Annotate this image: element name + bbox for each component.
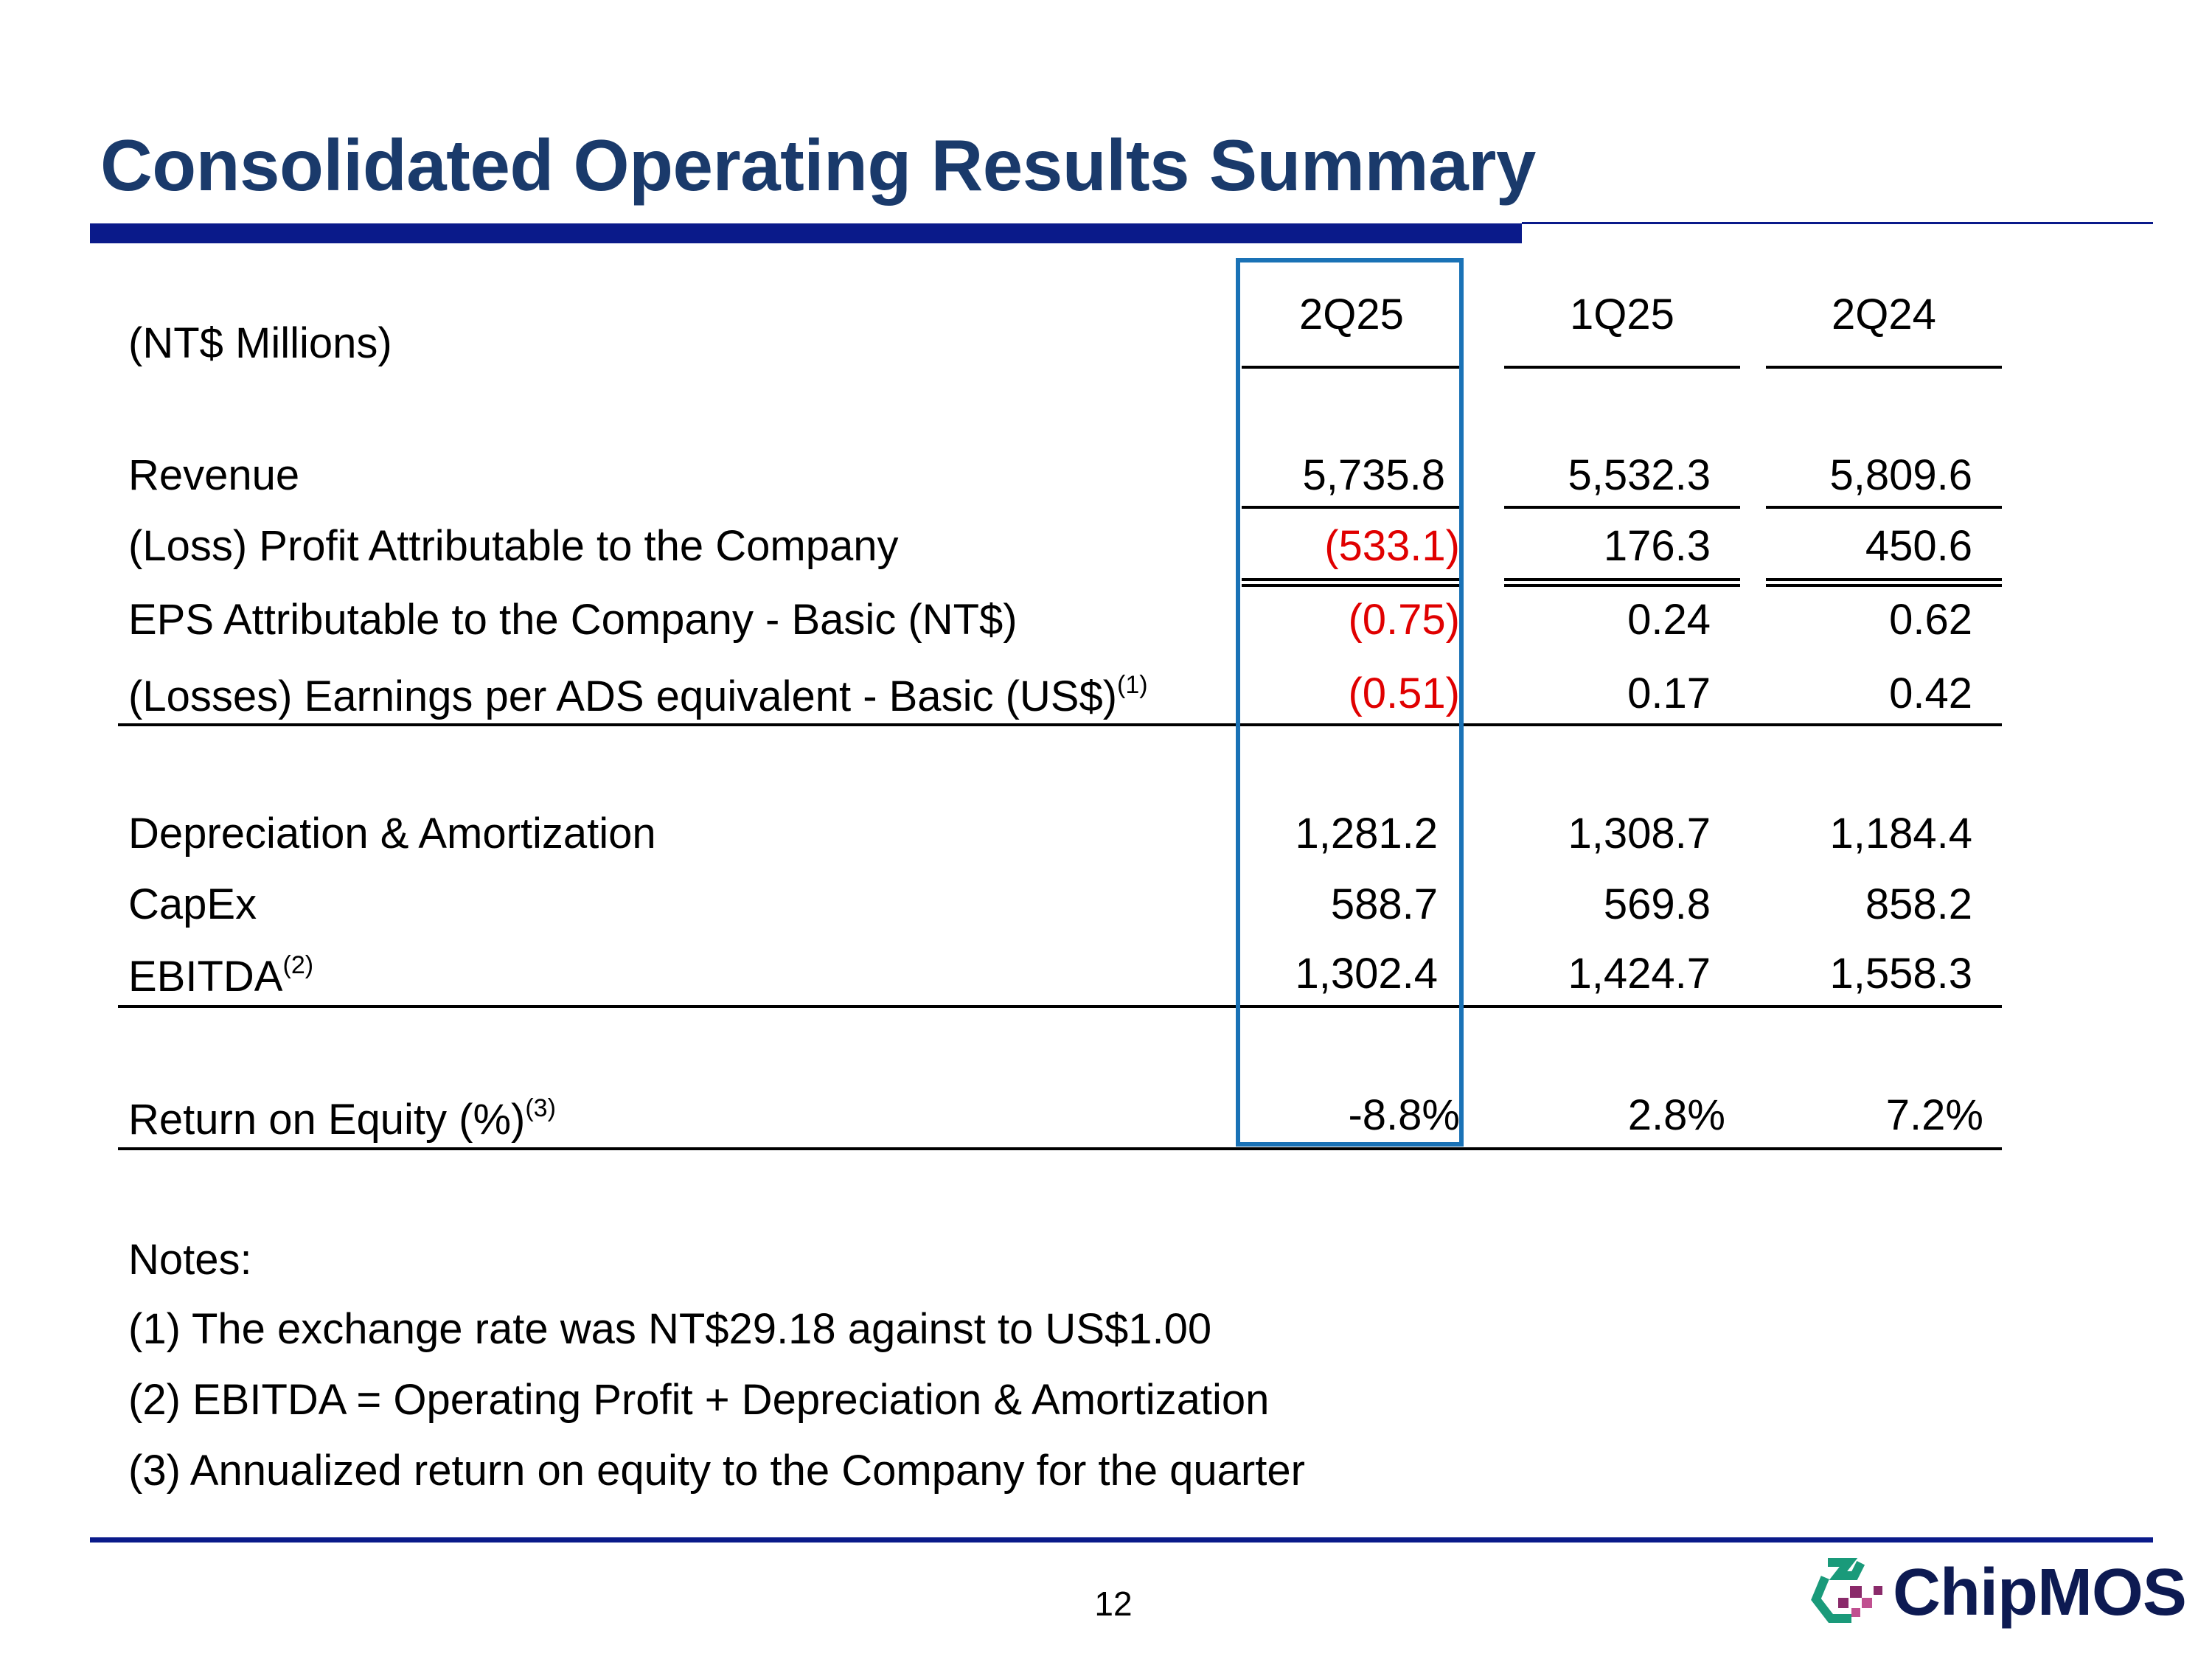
- cell-profit-2q24: 450.6: [1865, 522, 1972, 570]
- chipmos-logo-icon: [1811, 1558, 1882, 1623]
- note-3: (3) Annualized return on equity to the C…: [128, 1447, 1305, 1495]
- page-title: Consolidated Operating Results Summary: [100, 125, 1536, 206]
- row-label-eps: EPS Attributable to the Company - Basic …: [128, 596, 1018, 644]
- cell-roe-2q24: 7.2%: [1885, 1091, 1983, 1139]
- section-divider-2: [118, 1005, 2002, 1008]
- row-label-da: Depreciation & Amortization: [128, 810, 656, 858]
- profit-double-rule-a-2q25: [1242, 578, 1460, 581]
- row-label-capex: CapEx: [128, 880, 257, 928]
- units-label: (NT$ Millions): [128, 319, 392, 367]
- cell-da-2q25: 1,281.2: [1295, 810, 1438, 858]
- chipmos-logo-text: ChipMOS: [1893, 1556, 2187, 1630]
- footnote-ref-3: (3): [525, 1094, 556, 1122]
- section-divider-3: [118, 1147, 2002, 1150]
- cell-capex-2q24: 858.2: [1865, 880, 1972, 928]
- cell-ebitda-1q25: 1,424.7: [1568, 950, 1711, 998]
- column-header-2q25: 2Q25: [1299, 291, 1404, 338]
- profit-double-rule-b-2q24: [1766, 584, 2002, 587]
- cell-ads-2q25: (0.51): [1348, 669, 1460, 717]
- title-underline-thin: [1522, 222, 2153, 224]
- profit-double-rule-b-2q25: [1242, 584, 1460, 587]
- revenue-rule-1q25: [1504, 506, 1740, 509]
- header-rule-1q25: [1504, 366, 1740, 369]
- row-label-ebitda: EBITDA(2): [128, 951, 314, 1001]
- cell-eps-1q25: 0.24: [1627, 596, 1711, 644]
- cell-revenue-2q24: 5,809.6: [1829, 451, 1972, 499]
- row-label-ads: (Losses) Earnings per ADS equivalent - B…: [128, 671, 1148, 720]
- row-label-roe: Return on Equity (%)(3): [128, 1094, 556, 1144]
- cell-ads-2q24: 0.42: [1889, 669, 1972, 717]
- cell-da-2q24: 1,184.4: [1829, 810, 1972, 858]
- cell-ebitda-2q25: 1,302.4: [1295, 950, 1438, 998]
- header-rule-2q25: [1242, 366, 1460, 369]
- profit-double-rule-b-1q25: [1504, 584, 1740, 587]
- column-header-1q25: 1Q25: [1570, 291, 1674, 338]
- cell-revenue-1q25: 5,532.3: [1568, 451, 1711, 499]
- revenue-rule-2q25: [1242, 506, 1460, 509]
- cell-profit-2q25: (533.1): [1324, 522, 1460, 570]
- cell-revenue-2q25: 5,735.8: [1302, 451, 1445, 499]
- cell-roe-2q25: -8.8%: [1348, 1091, 1460, 1139]
- footnote-ref-1: (1): [1117, 671, 1148, 699]
- cell-eps-2q25: (0.75): [1348, 596, 1460, 644]
- section-divider-1: [118, 723, 2002, 726]
- row-label-revenue: Revenue: [128, 451, 300, 499]
- row-label-profit: (Loss) Profit Attributable to the Compan…: [128, 522, 899, 570]
- cell-roe-1q25: 2.8%: [1627, 1091, 1725, 1139]
- profit-double-rule-a-1q25: [1504, 578, 1740, 581]
- column-header-2q24: 2Q24: [1832, 291, 1936, 338]
- cell-eps-2q24: 0.62: [1889, 596, 1972, 644]
- cell-da-1q25: 1,308.7: [1568, 810, 1711, 858]
- note-2: (2) EBITDA = Operating Profit + Deprecia…: [128, 1376, 1270, 1424]
- notes-heading: Notes:: [128, 1236, 252, 1284]
- current-quarter-highlight: [1236, 258, 1464, 1147]
- profit-double-rule-a-2q24: [1766, 578, 2002, 581]
- cell-profit-1q25: 176.3: [1603, 522, 1711, 570]
- cell-ebitda-2q24: 1,558.3: [1829, 950, 1972, 998]
- page-number: 12: [1094, 1585, 1133, 1623]
- footnote-ref-2: (2): [282, 951, 314, 979]
- header-rule-2q24: [1766, 366, 2002, 369]
- note-1: (1) The exchange rate was NT$29.18 again…: [128, 1305, 1212, 1353]
- cell-ads-1q25: 0.17: [1627, 669, 1711, 717]
- title-underline-thick: [90, 223, 1522, 243]
- revenue-rule-2q24: [1766, 506, 2002, 509]
- footer-rule: [90, 1537, 2153, 1543]
- cell-capex-2q25: 588.7: [1330, 880, 1438, 928]
- cell-capex-1q25: 569.8: [1603, 880, 1711, 928]
- chipmos-logo: ChipMOS: [1810, 1551, 2187, 1632]
